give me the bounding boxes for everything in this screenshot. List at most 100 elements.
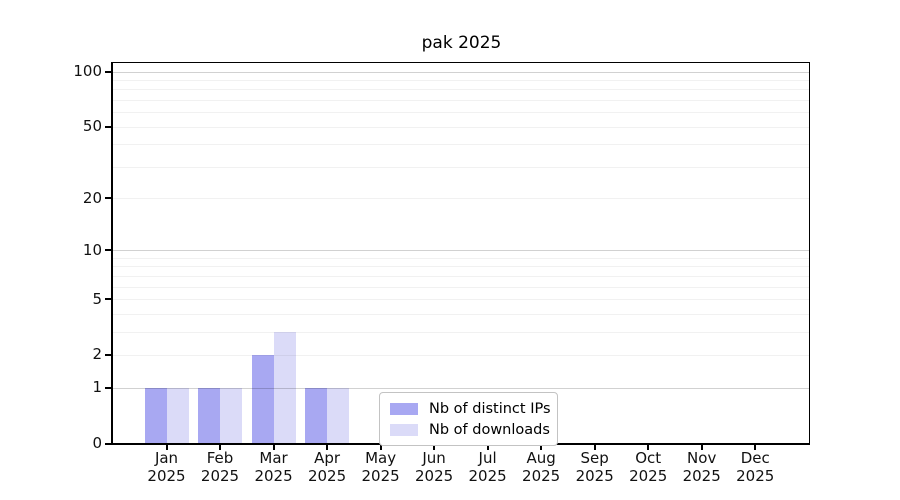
gridline-minor [113,198,810,200]
y-tick-label: 10 [82,240,102,259]
bar-distinct-ips [144,387,167,444]
x-tick-label-month: Jan [154,449,179,467]
y-tick-label: 20 [82,188,102,207]
gridline-minor [113,331,810,333]
x-tick-mark [540,445,543,450]
x-tick-mark [593,445,596,450]
x-tick-label: Dec 2025 [723,449,787,485]
y-tick-label: 5 [92,289,102,308]
x-tick-label: Oct 2025 [616,449,680,485]
gridline-minor [113,354,810,356]
x-tick-label-year: 2025 [200,466,240,485]
gridline-minor [113,166,810,168]
x-tick-label: May 2025 [349,449,413,485]
x-tick-label: Sep 2025 [563,449,627,485]
x-tick-label: Jan 2025 [135,449,199,485]
bar-distinct-ips [305,387,328,444]
x-tick-label-year: 2025 [307,466,347,485]
gridline-minor [113,258,810,259]
x-tick-mark [272,445,275,450]
x-tick-label: Jun 2025 [402,449,466,485]
x-tick-label-year: 2025 [682,466,721,485]
x-tick-label: Apr 2025 [295,449,359,485]
y-tick-mark [105,386,112,389]
bar-distinct-ips [198,387,221,444]
gridline-minor [113,80,810,82]
y-tick-mark [105,70,112,73]
x-tick-label-month: May [365,449,397,467]
bar-downloads [220,387,243,444]
gridline-minor [113,144,810,146]
x-tick-mark [647,445,650,450]
gridline-minor [113,313,810,315]
y-tick-mark [105,298,112,301]
gridline-minor [113,275,810,277]
x-tick-label-year: 2025 [629,466,668,485]
x-tick-label-month: Jun [422,449,446,467]
x-tick-label-year: 2025 [415,466,454,485]
x-tick-label: Mar 2025 [242,449,306,485]
x-tick-label-month: Dec [740,449,770,467]
x-tick-label-month: Aug [526,449,556,467]
y-tick-label: 50 [82,117,102,136]
y-tick-label: 2 [92,345,102,364]
y-tick-label: 0 [92,434,102,452]
x-tick-label-year: 2025 [522,466,561,485]
gridline-minor [113,112,810,114]
y-tick-mark [105,197,112,200]
bar-downloads [273,331,296,444]
legend-entry-distinct-ips: Nb of distinct IPs [380,398,557,419]
x-tick-label-year: 2025 [254,466,293,485]
gridline-minor [113,126,810,128]
bar-distinct-ips [251,354,274,444]
x-tick-label-month: Sep [580,449,609,467]
x-tick-label-year: 2025 [361,466,400,485]
x-tick-mark [486,445,489,450]
x-tick-mark [700,445,703,450]
legend: Nb of distinct IPs Nb of downloads [379,392,558,446]
gridline-major [113,387,810,389]
x-tick-label-year: 2025 [575,466,614,485]
gridline-major [113,250,810,252]
x-tick-label-year: 2025 [468,466,507,485]
gridline-major [113,71,810,73]
x-tick-label-month: Nov [687,449,717,467]
x-tick-label: Jul 2025 [456,449,520,485]
x-tick-label-month: Mar [259,449,288,467]
x-tick-mark [433,445,436,450]
y-tick-mark [105,249,112,252]
x-tick-label-month: Feb [206,449,234,467]
y-tick-mark [105,353,112,356]
y-tick-mark [105,125,112,128]
chart-title: pak 2025 [421,33,502,53]
bar-downloads [327,387,350,444]
x-tick-mark [379,445,382,450]
x-tick-mark [165,445,168,450]
y-tick-mark [105,442,112,445]
plot-area [113,62,810,444]
y-axis-line [111,62,113,445]
x-tick-label: Aug 2025 [509,449,573,485]
x-tick-label-year: 2025 [736,466,775,485]
x-tick-label-month: Jul [478,449,497,467]
bar-downloads [166,387,189,444]
x-tick-label-month: Oct [635,449,662,467]
legend-entry-downloads: Nb of downloads [380,419,557,440]
x-tick-label-year: 2025 [147,466,186,485]
gridline-minor [113,299,810,301]
x-tick-mark [326,445,329,450]
plot-border-top [113,62,810,63]
legend-label-downloads: Nb of downloads [429,421,550,438]
y-tick-label: 100 [73,62,102,81]
legend-swatch-distinct-ips [390,402,418,415]
plot-border-right [809,62,810,443]
legend-swatch-downloads [390,423,418,436]
x-tick-label: Nov 2025 [670,449,734,485]
gridline-minor [113,100,810,102]
gridline-minor [113,286,810,288]
gridline-minor [113,89,810,91]
x-tick-label: Feb 2025 [188,449,252,485]
gridline-minor [113,266,810,268]
x-tick-mark [219,445,222,450]
